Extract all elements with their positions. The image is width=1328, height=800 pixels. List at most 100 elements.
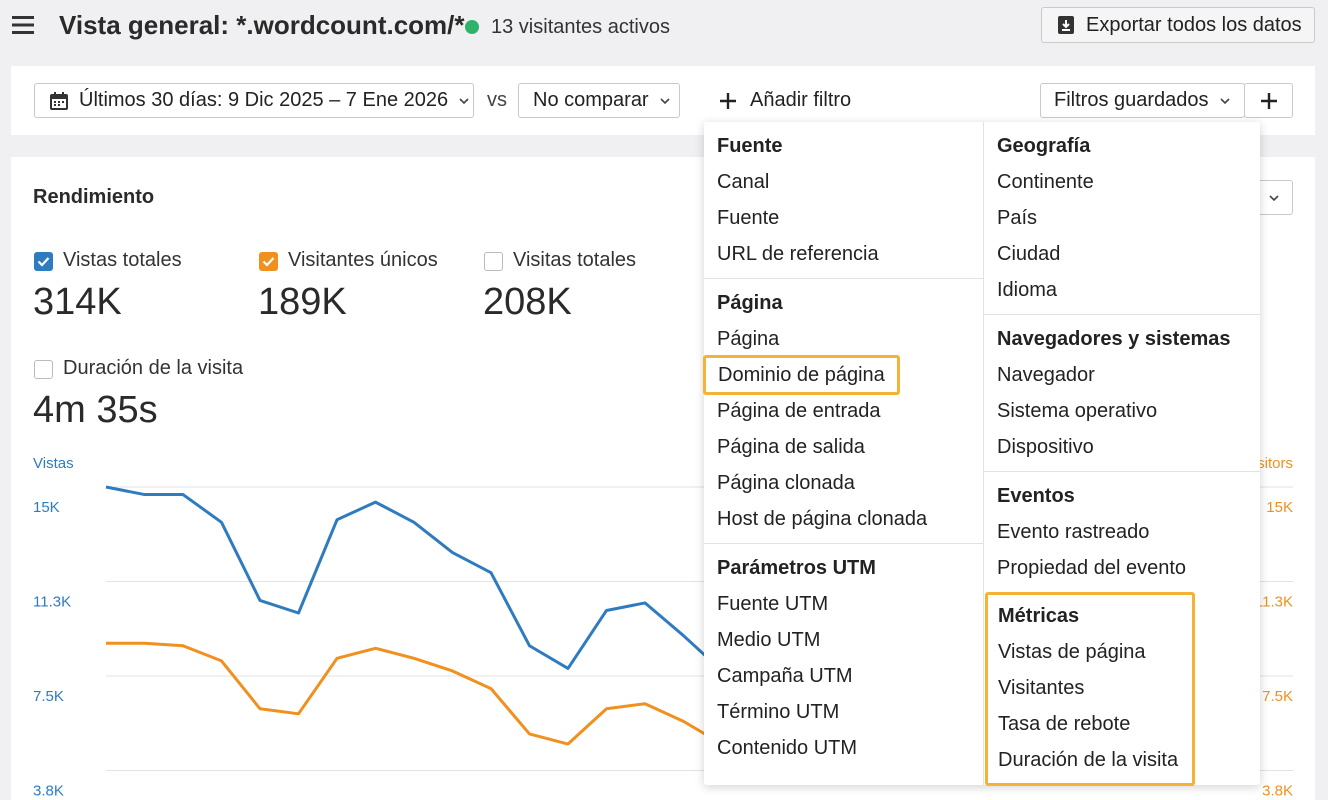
menu-item[interactable]: Navegador: [984, 357, 1260, 393]
add-filter-label: Añadir filtro: [750, 89, 852, 111]
menu-item[interactable]: Vistas de página: [988, 634, 1192, 670]
export-button[interactable]: Exportar todos los datos: [1041, 7, 1315, 43]
menu-item[interactable]: Contenido UTM: [704, 730, 983, 766]
menu-item[interactable]: Dispositivo: [984, 429, 1260, 465]
menu-item[interactable]: Evento rastreado: [984, 514, 1260, 550]
menu-item-label: Ciudad: [997, 243, 1061, 265]
saved-filters-button[interactable]: Filtros guardados: [1040, 83, 1245, 118]
series-line: [105, 485, 724, 673]
menu-item[interactable]: Continente: [984, 164, 1260, 200]
chevron: [1219, 97, 1230, 104]
check-mark: [262, 257, 275, 267]
menu-icon[interactable]: [12, 15, 34, 35]
y-tick-label: 7.5K: [33, 688, 64, 705]
menu-item-label: Página de salida: [717, 436, 865, 458]
menu-item-label: Dispositivo: [997, 436, 1094, 458]
menu-item-label: Tasa de rebote: [998, 713, 1131, 735]
menu-item-label: Continente: [997, 171, 1094, 193]
menu-item-label: Página de entrada: [717, 400, 881, 422]
section-title: Fuente: [717, 135, 783, 157]
menu-item[interactable]: Campaña UTM: [704, 658, 983, 694]
menu-item-label: Idioma: [997, 279, 1058, 301]
menu-item[interactable]: Fuente UTM: [704, 586, 983, 622]
series-line: [106, 641, 723, 746]
y2-tick-label: 11.3K: [1255, 594, 1293, 611]
menu-item[interactable]: Host de página clonada: [704, 501, 983, 537]
menu-item[interactable]: Página: [704, 321, 983, 357]
menu-item-label: Fuente: [717, 207, 780, 229]
panel-title: Rendimiento: [33, 186, 155, 208]
export-label: Exportar todos los datos: [1086, 13, 1302, 36]
section-title: Métricas: [998, 605, 1080, 627]
menu-item-label: Página clonada: [717, 472, 855, 494]
y2-tick-label: 7.5K: [1262, 688, 1293, 705]
menu-section: Navegadores y sistemas Navegador Sistema o…: [984, 314, 1260, 471]
menu-item[interactable]: Idioma: [984, 272, 1260, 308]
menu-item[interactable]: Término UTM: [704, 694, 983, 730]
date-range-button[interactable]: Últimos 30 días: 9 Dic 2025 – 7 Ene 2026: [34, 83, 474, 118]
menu-section: Fuente Canal Fuente URL de referencia: [704, 122, 983, 278]
menu-item[interactable]: País: [984, 200, 1260, 236]
menu-section: Métricas Vistas de página Visitantes Tasa d…: [985, 592, 1195, 786]
menu-item-label: Vistas de página: [998, 641, 1146, 663]
saved-filters-label: Filtros guardados: [1054, 89, 1209, 111]
menu-item-label: Página: [717, 328, 780, 350]
checkbox[interactable]: [34, 360, 53, 379]
menu-item-label: Visitantes: [998, 677, 1085, 699]
menu-column: Geografía Continente País Ciudad Idioma Naveg…: [983, 122, 1260, 786]
menu-section: Geografía Continente País Ciudad Idioma: [984, 122, 1260, 314]
checkbox[interactable]: [259, 252, 278, 271]
active-visitors: 13 visitantes activos: [491, 16, 670, 38]
y-tick-label: 15K: [33, 499, 60, 516]
status-dot: [465, 20, 479, 34]
check-mark: [37, 257, 50, 267]
check-path: [37, 257, 50, 267]
menu-item[interactable]: Sistema operativo: [984, 393, 1260, 429]
menu-item-label: Host de página clonada: [717, 508, 928, 530]
menu-section: Página Página Dominio de página Página de e…: [703, 278, 983, 543]
menu-item[interactable]: Página clonada: [704, 465, 983, 501]
menu-item[interactable]: Propiedad del evento: [984, 550, 1260, 586]
menu-item[interactable]: Tasa de rebote: [988, 706, 1192, 742]
menu-item[interactable]: Dominio de página: [703, 355, 983, 395]
compare-button[interactable]: No comparar: [518, 83, 680, 118]
menu-item[interactable]: Fuente: [704, 200, 983, 236]
menu-item[interactable]: Canal: [704, 164, 983, 200]
menu-item-label: Navegador: [997, 364, 1095, 386]
menu-item[interactable]: URL de referencia: [704, 236, 983, 272]
metric-label: Visitas totales: [513, 249, 637, 271]
menu-item[interactable]: Página de entrada: [704, 393, 983, 429]
menu-item[interactable]: Ciudad: [984, 236, 1260, 272]
page-title: Vista general: *.wordcount.com/*: [59, 10, 465, 40]
menu-item-label: Canal: [717, 171, 770, 193]
y2-tick-label: 15K: [1266, 499, 1293, 516]
menu-item-label: País: [997, 207, 1038, 229]
menu-item[interactable]: Visitantes: [988, 670, 1192, 706]
menu-column: Fuente Canal Fuente URL de referencia Página…: [703, 122, 983, 785]
compare-label: No comparar: [533, 89, 649, 111]
plus-icon: [720, 92, 736, 109]
calendar-icon: [50, 91, 68, 110]
add-saved-filter-button[interactable]: [1244, 83, 1293, 118]
section-title: Navegadores y sistemas: [997, 328, 1231, 350]
date-range: Últimos 30 días: 9 Dic 2025 – 7 Ene 2026: [79, 89, 449, 111]
metric-label: Vistas totales: [63, 249, 182, 271]
metric-value: 4m 35s: [33, 389, 158, 431]
metric-label: Visitantes únicos: [288, 249, 438, 271]
menu-item[interactable]: Página de salida: [704, 429, 983, 465]
menu-item-label: Evento rastreado: [997, 521, 1150, 543]
metric-value: 314K: [33, 281, 122, 323]
y-tick-label: 3.8K: [33, 783, 64, 800]
checkbox[interactable]: [484, 252, 503, 271]
y-axis-title: Vistas: [33, 455, 74, 472]
menu-section: Parámetros UTM Fuente UTM Medio UTM Campaña…: [704, 543, 983, 772]
chevron: [1269, 194, 1279, 201]
section-title: Página: [717, 292, 783, 314]
section-title: Eventos: [997, 485, 1075, 507]
menu-item[interactable]: Medio UTM: [704, 622, 983, 658]
menu-item[interactable]: Duración de la visita: [988, 742, 1192, 778]
add-filter-button[interactable]: Añadir filtro: [718, 89, 851, 112]
menu-item-label: Dominio de página: [703, 355, 900, 395]
checkbox[interactable]: [34, 252, 53, 271]
